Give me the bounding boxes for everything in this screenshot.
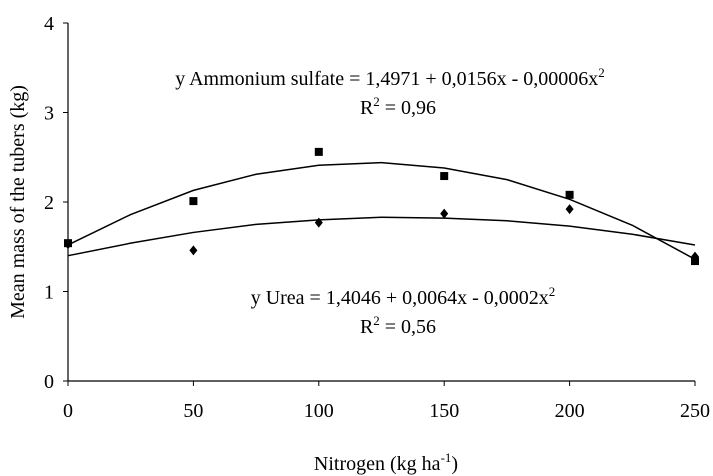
square-marker: [565, 190, 574, 199]
equation-main: y Urea = 1,4046 + 0,0064x - 0,0002x: [251, 287, 549, 309]
diamond-marker: [189, 245, 198, 256]
r2-sup: 2: [373, 313, 380, 328]
x-label-main: Nitrogen (kg ha: [314, 453, 441, 475]
x-tick-label: 100: [304, 400, 334, 422]
diamond-marker: [314, 217, 323, 228]
equation-sup: 2: [549, 284, 556, 299]
r2-main: R: [360, 316, 374, 338]
trendline: [67, 216, 696, 257]
r-squared: R2 = 0,96: [360, 94, 436, 119]
square-marker: [314, 147, 323, 156]
diamond-marker: [440, 208, 449, 219]
diamond-marker: [64, 239, 72, 250]
r2-value: = 0,96: [380, 97, 436, 119]
equation: y Ammonium sulfate = 1,4971 + 0,0156x - …: [175, 65, 605, 90]
square-marker: [189, 197, 198, 206]
square-marker: [440, 172, 449, 181]
equation: y Urea = 1,4046 + 0,0064x - 0,0002x2: [251, 284, 556, 309]
x-tick-label: 150: [429, 400, 459, 422]
x-tick-label: 200: [555, 400, 585, 422]
diamond-marker: [691, 251, 699, 262]
y-tick-label: 1: [44, 282, 54, 304]
equation-main: y Ammonium sulfate = 1,4971 + 0,0156x - …: [175, 68, 598, 90]
r2-main: R: [360, 97, 374, 119]
y-tick-label: 3: [44, 103, 54, 125]
x-label-end: ): [451, 453, 458, 475]
x-tick-label: 250: [680, 400, 710, 422]
x-label-sup: -1: [441, 450, 452, 465]
r-squared: R2 = 0,56: [360, 313, 436, 338]
diamond-marker: [565, 204, 574, 215]
x-axis-label: Nitrogen (kg ha-1): [314, 450, 458, 475]
equation-sup: 2: [598, 65, 605, 80]
y-tick-label: 0: [44, 371, 54, 393]
y-tick-label: 4: [44, 13, 54, 35]
y-tick-label: 2: [44, 192, 54, 214]
trendline: [67, 161, 696, 260]
r2-sup: 2: [373, 94, 380, 109]
y-axis-label: Mean mass of the tubers (kg): [7, 85, 29, 319]
x-tick-label: 0: [63, 400, 73, 422]
r2-value: = 0,56: [380, 316, 436, 338]
x-tick-label: 50: [183, 400, 203, 422]
